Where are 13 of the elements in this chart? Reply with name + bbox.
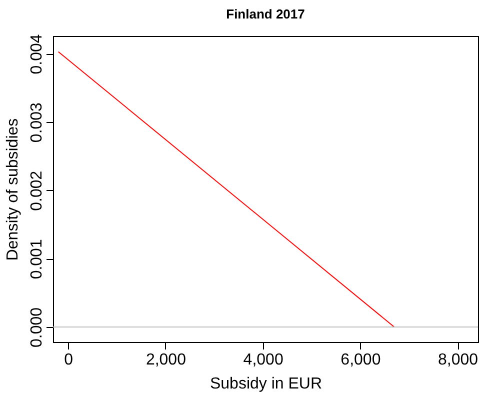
chart-title: Finland 2017 [226, 6, 305, 22]
y-tick-label: 0.004 [28, 34, 46, 74]
y-tick-label: 0.001 [28, 239, 46, 280]
x-tick-label: 8,000 [438, 352, 478, 368]
x-tick-label: 4,000 [243, 352, 284, 368]
x-tick-label: 0 [64, 352, 74, 368]
x-tick-label: 2,000 [146, 352, 186, 368]
y-tick-label: 0.000 [28, 307, 46, 348]
y-tick-label: 0.002 [28, 170, 46, 211]
x-tick-label: 6,000 [340, 352, 381, 368]
x-axis-title: Subsidy in EUR [210, 376, 322, 392]
y-tick-label: 0.003 [28, 102, 46, 143]
y-axis-title: Density of subsidies [4, 118, 22, 261]
